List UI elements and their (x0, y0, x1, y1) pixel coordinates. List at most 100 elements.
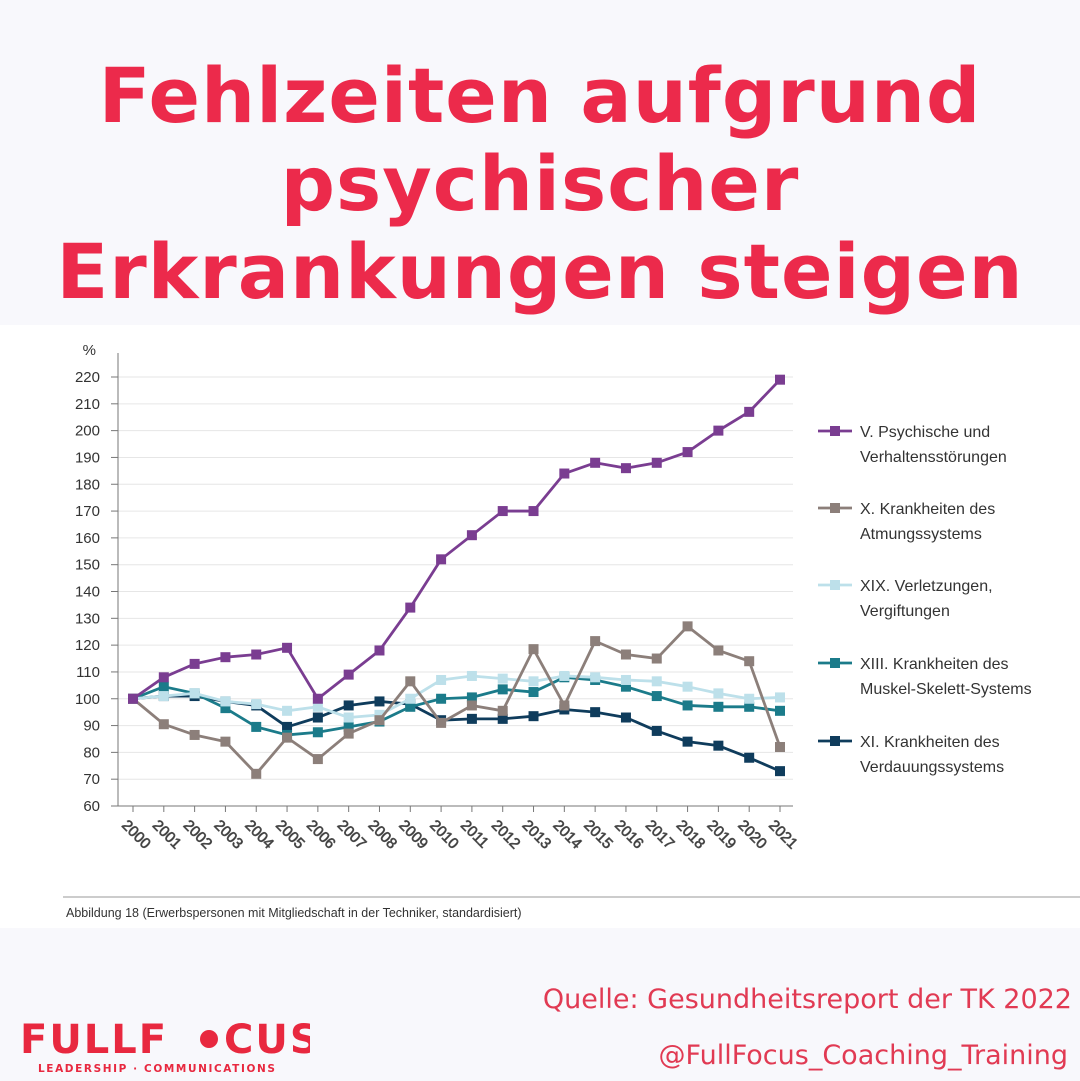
data-point (497, 684, 508, 695)
data-point (189, 688, 200, 699)
x-tick-label: 2014 (550, 817, 586, 853)
data-point (374, 645, 385, 656)
data-point (682, 621, 693, 632)
data-point (651, 653, 662, 664)
svg-text:FULLF: FULLF (20, 1017, 168, 1063)
x-tick-label: 2003 (211, 817, 247, 853)
data-point (651, 457, 662, 468)
data-point (682, 681, 693, 692)
x-tick-label: 2019 (704, 817, 740, 853)
x-tick-label: 2013 (519, 817, 555, 853)
x-tick-label: 2018 (673, 817, 709, 853)
x-tick-label: 2006 (303, 817, 339, 853)
data-point (158, 719, 169, 730)
data-point (220, 652, 231, 663)
legend-label: X. Krankheiten des (860, 501, 995, 518)
y-tick-label: 220 (75, 369, 100, 386)
data-point (497, 705, 508, 716)
legend-label: Verhaltensstörungen (860, 449, 1007, 466)
data-point (251, 768, 262, 779)
data-point (436, 674, 447, 685)
data-point (312, 693, 323, 704)
x-tick-label: 2004 (241, 817, 277, 853)
legend-label: Muskel-Skelett-Systems (860, 681, 1032, 698)
data-point (312, 712, 323, 723)
series-line (132, 624, 782, 776)
chart-caption: Abbildung 18 (Erwerbspersonen mit Mitgli… (66, 906, 522, 920)
data-point (220, 703, 231, 714)
legend-label: XIII. Krankheiten des (860, 656, 1009, 673)
source-text: Quelle: Gesundheitsreport der TK 2022 (542, 984, 1072, 1015)
data-point (312, 754, 323, 765)
data-point (282, 705, 293, 716)
fullfocus-logo: FULLF CUS LEADERSHIP · COMMUNICATIONS (20, 1012, 319, 1076)
y-tick-label: 150 (75, 557, 100, 574)
data-point (620, 674, 631, 685)
data-point (158, 691, 169, 702)
data-point (220, 696, 231, 707)
x-tick-label: 2005 (272, 817, 308, 853)
y-tick-label: 100 (75, 691, 100, 708)
data-point (343, 712, 354, 723)
y-tick-label: 60 (83, 798, 100, 815)
data-point (744, 406, 755, 417)
legend-label: XI. Krankheiten des (860, 734, 1000, 751)
x-tick-label: 2010 (426, 817, 462, 853)
data-point (620, 712, 631, 723)
data-point (528, 676, 539, 687)
logo-graphic: FULLF CUS (20, 1017, 319, 1063)
headline-line-3: Erkrankungen steigen (56, 227, 1024, 316)
data-point (466, 670, 477, 681)
data-point (620, 463, 631, 474)
data-point (343, 669, 354, 680)
data-point (189, 658, 200, 669)
x-tick-label: 2008 (365, 817, 401, 853)
y-tick-label: 160 (75, 530, 100, 547)
data-point (374, 715, 385, 726)
line-chart: 60 70 80 90 100 110 120 130 140 150 160 170 180 190 20… (63, 342, 1080, 898)
x-tick-label: 2021 (765, 817, 801, 853)
x-tick-label: 2016 (611, 817, 647, 853)
data-point (343, 721, 354, 732)
x-tick-label: 2001 (149, 817, 185, 853)
legend-swatch-marker (830, 503, 840, 513)
series-line (132, 378, 782, 701)
legend-swatch-marker (830, 580, 840, 590)
data-point (590, 636, 601, 647)
data-point (775, 705, 785, 716)
data-point (620, 649, 631, 660)
data-point (251, 699, 262, 710)
x-tick-label: 2017 (642, 817, 678, 853)
y-tick-label: 170 (75, 503, 100, 520)
data-point (682, 736, 693, 747)
data-point (559, 670, 570, 681)
x-tick-label: 2009 (395, 817, 431, 853)
data-point (713, 425, 724, 436)
data-point (713, 740, 724, 751)
data-point (282, 732, 293, 743)
series-line (132, 675, 781, 737)
data-point (744, 701, 755, 712)
data-point (312, 701, 323, 712)
data-point (158, 672, 169, 683)
data-point (343, 700, 354, 711)
data-point (436, 693, 447, 704)
data-point (651, 676, 662, 687)
data-point (374, 709, 385, 720)
legend-swatch-marker (830, 426, 840, 436)
data-point (436, 717, 447, 728)
data-point (251, 649, 262, 660)
data-point (651, 725, 662, 736)
data-point (220, 736, 231, 747)
headline: Fehlzeiten aufgrund psychischer Erkranku… (0, 52, 1080, 316)
legend-label: XIX. Verletzungen, (860, 578, 993, 595)
headline-line-1: Fehlzeiten aufgrund (98, 51, 982, 140)
x-tick-label: 2000 (118, 817, 154, 853)
data-point (528, 711, 539, 722)
legend-label: V. Psychische und (860, 424, 990, 441)
y-tick-label: 70 (83, 771, 100, 788)
data-point (713, 701, 724, 712)
data-point (466, 530, 477, 541)
data-point (405, 701, 416, 712)
series-line (132, 674, 781, 719)
